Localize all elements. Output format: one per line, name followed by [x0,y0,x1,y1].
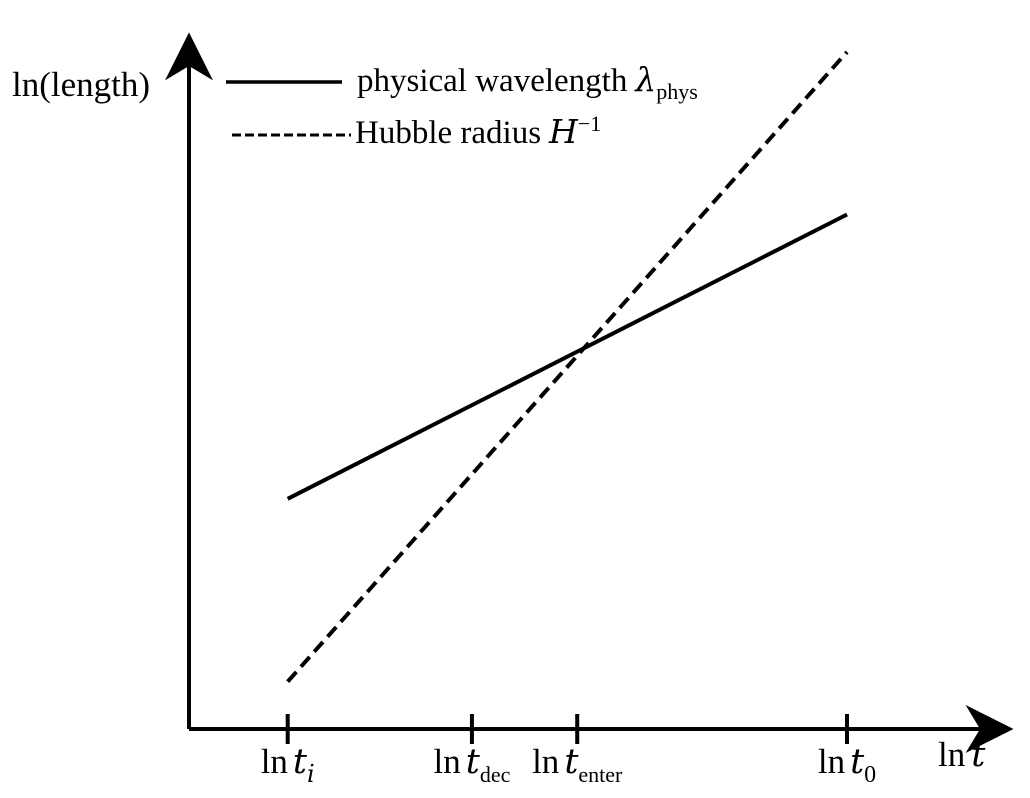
x-tick-label-sub: 0 [864,762,876,788]
x-tick-label-prefix: ln [434,742,461,781]
hubble-radius-line [286,50,849,683]
legend-physical-wavelength-symbol: λ [633,60,656,99]
legend-entry-hubble-radius: Hubble radius H−1 [355,111,601,151]
y-axis-label: ln(length) [12,65,150,104]
legend-hubble-radius-superscript: −1 [578,111,601,136]
legend: physical wavelength λphys Hubble radius H−… [226,60,698,151]
x-tick-label: ln tenter [532,742,623,787]
x-tick-label-sub: enter [578,762,623,787]
legend-hubble-radius-label: Hubble radius [355,115,541,151]
x-tick-label-prefix: ln [261,742,288,781]
physical-wavelength-line [286,212,848,501]
svg-text:lnt: ln t [938,735,986,775]
legend-physical-wavelength-label: physical wavelength [357,63,628,99]
x-tick-label-prefix: ln [818,742,845,781]
x-tick-label-var: t [564,742,579,782]
x-tick-label-sub: i [307,760,315,788]
legend-physical-wavelength-subscript: phys [656,79,698,104]
x-tick-label: ln t0 [818,742,876,788]
x-tick-label-var: t [293,742,308,782]
x-tick-label-var: t [466,742,481,782]
legend-entry-physical-wavelength: physical wavelength λphys [357,60,698,104]
x-axis-label: ln t [938,735,986,775]
x-tick-label: ln ti [261,742,315,788]
x-axis-label-var: t [971,735,986,775]
x-tick-label-sub: dec [480,762,511,787]
x-tick-label-var: t [850,742,865,782]
x-axis-label-prefix: ln [938,735,965,774]
x-tick-label: ln tdec [434,742,511,787]
legend-hubble-radius-symbol: H [548,112,579,151]
x-tick-label-prefix: ln [532,742,559,781]
